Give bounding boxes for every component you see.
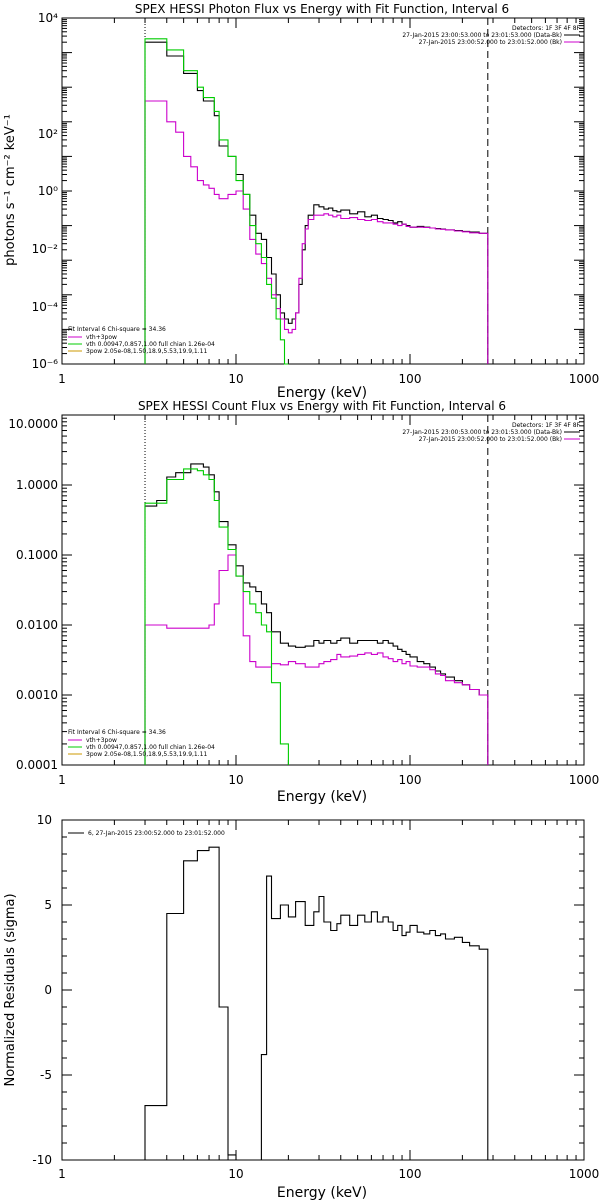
panel2-legend-entry: 27-Jan-2015 23:00:53.000 to 23:01:53.000…: [402, 429, 562, 436]
series-line: [144, 468, 289, 765]
panel2-fit-entry: vth 0.00947,0.857,1.00 full chian 1.26e-…: [86, 744, 215, 751]
panel1-xtick-label: 1000: [569, 372, 600, 386]
panel2-axes: [61, 415, 584, 766]
panel3-ytick-label: -5: [40, 1068, 52, 1082]
panel1-legend-entry: 27-Jan-2015 23:00:53.000 to 23:01:53.000…: [402, 32, 562, 39]
panel2-ytick-label: 1.0000: [16, 478, 58, 492]
panel1-xtick-label: 1: [58, 372, 66, 386]
panel2-xtick-label: 100: [399, 773, 422, 787]
panel1-ytick-label: 10⁻⁴: [32, 300, 59, 314]
panel1-xlabel: Energy (keV): [277, 385, 367, 401]
panel1-frame: [61, 17, 585, 365]
panel1-ytick-label: 10⁴: [38, 11, 58, 25]
panel1-title: SPEX HESSI Photon Flux vs Energy with Fi…: [135, 2, 509, 16]
panel1-axes: [61, 18, 584, 365]
panel3-ylabel: Normalized Residuals (sigma): [3, 893, 18, 1086]
panel1-fit-entry: vth 0.00947,0.857,1.00 full chian 1.26e-…: [86, 341, 215, 348]
series-line: [144, 463, 489, 765]
panel2-series: [144, 463, 489, 765]
panel3-ytick-label: 10: [37, 813, 52, 827]
panel1-ytick-label: 10⁰: [38, 184, 58, 198]
panel2-ytick-label: 0.1000: [16, 548, 58, 562]
panel1-legend-entry: 27-Jan-2015 23:00:52.000 to 23:01:52.000…: [419, 39, 562, 46]
series-line: [144, 554, 489, 765]
panel2-xtick-label: 1000: [569, 773, 600, 787]
panel1-legend-header: Detectors: 1F 3F 4F 8F: [512, 25, 581, 32]
panel3-ytick-label: -10: [32, 1153, 52, 1167]
panel1-ytick-label: 10²: [38, 127, 58, 141]
panel1-series: [144, 38, 489, 365]
panel1-xtick-label: 10: [228, 372, 243, 386]
panel3-ytick-label: 5: [44, 898, 52, 912]
panel1-fit-header: Fit Interval 6 Chi-square = 34.36: [68, 326, 166, 333]
panel1-fit-entry: 3pow 2.05e-08,1.50,18.9,5.53,19.9,1.11: [86, 348, 207, 355]
series-line: [144, 38, 289, 365]
panel2-title: SPEX HESSI Count Flux vs Energy with Fit…: [138, 399, 506, 413]
photon-flux-panel: SPEX HESSI Photon Flux vs Energy with Fi…: [3, 2, 599, 401]
panel2-ytick-label: 0.0100: [16, 618, 58, 632]
panel2-ytick-label: 0.0010: [16, 688, 58, 702]
panel2-xtick-label: 1: [58, 773, 66, 787]
panel2-ytick-label: 0.0001: [16, 758, 58, 772]
panel3-legend-entry: 6, 27-Jan-2015 23:00:52.000 to 23:01:52.…: [88, 830, 225, 837]
panel3-xlabel: Energy (keV): [277, 1185, 367, 1200]
panel3-axes: [61, 819, 584, 1161]
panel1-ylabel: photons s⁻¹ cm⁻² keV⁻¹: [3, 114, 18, 266]
count-flux-panel: SPEX HESSI Count Flux vs Energy with Fit…: [8, 399, 599, 805]
panel1-xtick-label: 100: [399, 372, 422, 386]
panel2-fit-header: Fit Interval 6 Chi-square = 34.36: [68, 729, 166, 736]
panel3-xtick-label: 100: [399, 1167, 422, 1181]
panel2-xtick-label: 10: [228, 773, 243, 787]
series-line: [144, 41, 489, 364]
panel1-ytick-label: 10⁻²: [32, 242, 59, 256]
panel2-fit-entry: 3pow 2.05e-08,1.50,18.9,5.53,19.9,1.11: [86, 751, 207, 758]
panel3-series: [144, 846, 489, 1161]
series-line: [144, 100, 489, 364]
panel3-xtick-label: 10: [228, 1167, 243, 1181]
panel3-frame: [61, 819, 585, 1161]
series-line: [144, 846, 489, 1161]
panel3-ytick-label: 0: [44, 983, 52, 997]
panel1-ytick-label: 10⁻⁶: [32, 357, 59, 371]
panel2-xlabel: Energy (keV): [277, 789, 367, 805]
panel3-xtick-label: 1: [58, 1167, 66, 1181]
residuals-panel: 1 10 100 1000 -10 -5 0 5 10 Energy (keV)…: [3, 813, 599, 1200]
panel1-fit-entry: vth+3pow: [86, 334, 117, 341]
panel3-xtick-label: 1000: [569, 1167, 600, 1181]
panel2-fit-entry: vth+3pow: [86, 737, 117, 744]
panel2-frame: [61, 414, 585, 766]
panel2-legend-entry: 27-Jan-2015 23:00:52.000 to 23:01:52.000…: [419, 436, 562, 443]
panel2-ytick-label: 10.0000: [8, 417, 58, 431]
panel2-legend-header: Detectors: 1F 3F 4F 8F: [512, 422, 581, 429]
